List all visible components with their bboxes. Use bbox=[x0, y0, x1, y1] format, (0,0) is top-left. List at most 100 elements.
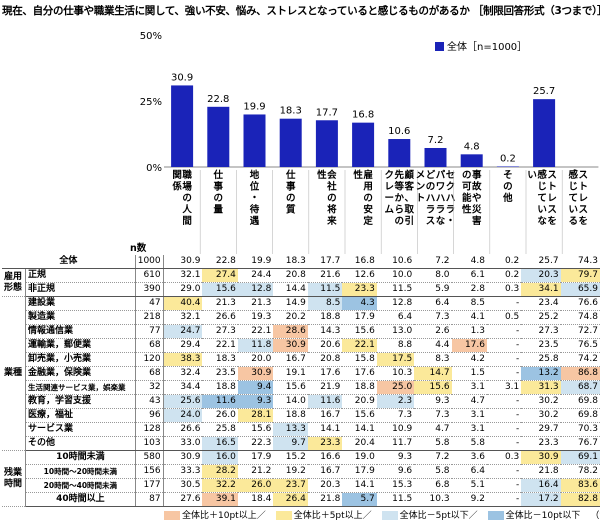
value-cell: 32.4 bbox=[163, 366, 203, 381]
legend-swatch bbox=[435, 42, 444, 51]
value-cell: 69.8 bbox=[560, 408, 600, 423]
category-label-char: セ bbox=[446, 170, 456, 181]
value-cell: 5.8 bbox=[414, 436, 452, 451]
value-cell: 20.3 bbox=[307, 478, 343, 493]
data-label: 17.7 bbox=[316, 107, 338, 118]
value-cell: 28.1 bbox=[237, 408, 274, 423]
value-cell: 3.6 bbox=[451, 450, 487, 465]
value-cell: 3.1 bbox=[451, 408, 487, 423]
bar bbox=[171, 85, 194, 167]
category-label-char: ど bbox=[426, 169, 436, 181]
category-label-char: メ bbox=[416, 170, 426, 181]
value-cell: 8.5 bbox=[307, 296, 343, 311]
value-cell: 11.8 bbox=[237, 338, 274, 353]
value-cell: 28.2 bbox=[202, 464, 238, 479]
table-row: 20時間～40時間未満 177 30.5 32.2 26.0 23.7 20.3 14.1 15… bbox=[2, 478, 600, 493]
value-cell: 18.8 bbox=[273, 408, 308, 423]
value-cell: 20.8 bbox=[307, 352, 343, 367]
category-label-char: い bbox=[537, 205, 547, 216]
value-cell: 19.9 bbox=[237, 255, 274, 269]
category-label-char: の bbox=[327, 193, 337, 204]
value-cell: 76.5 bbox=[560, 338, 600, 353]
value-cell: - bbox=[487, 408, 522, 423]
value-cell: 10.3 bbox=[414, 492, 452, 507]
value-cell: - bbox=[487, 436, 522, 451]
row-label: 建設業 bbox=[25, 296, 136, 311]
category-label-char: ス bbox=[579, 170, 589, 181]
value-cell: 32.1 bbox=[163, 310, 203, 325]
value-cell: 33.3 bbox=[163, 464, 203, 479]
value-cell: 34.4 bbox=[163, 380, 203, 395]
category-label-char: 性 bbox=[353, 169, 363, 181]
value-cell: 78.2 bbox=[560, 464, 600, 479]
value-cell: 86.8 bbox=[560, 366, 600, 381]
category-label-char: 用 bbox=[362, 182, 373, 193]
category-label-char: ム bbox=[385, 205, 395, 216]
value-cell: 25.8 bbox=[202, 422, 238, 437]
value-cell: 2.6 bbox=[414, 324, 452, 339]
category-label-char: か bbox=[395, 193, 405, 204]
category-label-char: 地 bbox=[250, 169, 260, 181]
category-label-char: ト bbox=[579, 182, 589, 193]
row-label: 全体 bbox=[2, 255, 136, 269]
value-cell: 1.5 bbox=[451, 366, 487, 381]
bar bbox=[279, 118, 302, 167]
value-cell: 32.2 bbox=[202, 478, 238, 493]
category-label-char: 他 bbox=[502, 192, 513, 204]
data-label: 7.2 bbox=[428, 135, 444, 146]
data-label: 16.8 bbox=[352, 110, 374, 121]
category-label-char: の bbox=[214, 193, 224, 204]
value-cell: 13.3 bbox=[273, 422, 308, 437]
category-label-char: 会 bbox=[327, 169, 337, 181]
value-cell: - bbox=[487, 366, 522, 381]
data-label: 0.2 bbox=[500, 153, 516, 164]
value-cell: 17.9 bbox=[237, 450, 274, 465]
value-cell: 30.9 bbox=[163, 255, 203, 269]
value-cell: 17.9 bbox=[342, 464, 377, 479]
value-cell: 22.1 bbox=[342, 338, 377, 353]
category-label-char: ハ bbox=[426, 193, 436, 204]
category-label-char: 事 bbox=[472, 169, 482, 181]
category-label-char: 安 bbox=[363, 204, 373, 216]
crosstab-table: 全体 1000 30.9 22.8 19.9 18.3 17.7 16.8 10.6 7.2 4.8… bbox=[2, 255, 600, 507]
row-label: 運輸業，郵便業 bbox=[25, 338, 136, 353]
value-cell: 9.3 bbox=[376, 450, 415, 465]
value-cell: 15.6 bbox=[273, 380, 308, 395]
n-count: 47 bbox=[135, 296, 164, 311]
n-count: 128 bbox=[135, 422, 164, 437]
value-cell: 14.7 bbox=[414, 366, 452, 381]
value-cell: 7.2 bbox=[414, 255, 452, 269]
category-label-char: 仕 bbox=[213, 169, 224, 181]
table-row: 情報通信業 77 24.7 27.3 22.1 28.6 14.3 15.6 13.0 2.6 1.… bbox=[2, 324, 600, 339]
category-label-char: ワ bbox=[436, 182, 446, 193]
category-label-char: 故 bbox=[472, 181, 482, 193]
legend-lo10: 全体比－10pt以下 bbox=[487, 508, 580, 521]
category-label-char: 社 bbox=[326, 181, 337, 193]
value-cell: 8.3 bbox=[414, 352, 452, 367]
n-count: 103 bbox=[135, 436, 164, 451]
category-label-char: い bbox=[569, 205, 579, 216]
category-label-char: 来 bbox=[326, 215, 337, 227]
value-cell: 33.0 bbox=[163, 436, 203, 451]
value-cell: 27.3 bbox=[202, 324, 238, 339]
value-cell: 39.1 bbox=[202, 492, 238, 507]
category-label-char: ス bbox=[579, 205, 589, 216]
bar bbox=[243, 114, 266, 167]
value-cell: 0.3 bbox=[487, 282, 522, 297]
value-cell: 27.4 bbox=[202, 268, 238, 283]
legend-lo5: 全体比－5pt以下／ bbox=[381, 508, 478, 521]
value-cell: 17.6 bbox=[451, 338, 487, 353]
value-cell: 30.9 bbox=[237, 366, 274, 381]
table-row: 運輸業，郵便業 68 29.4 22.1 11.8 30.9 20.6 22.1 8.8 4.4 1… bbox=[2, 338, 600, 353]
value-cell: 5.8 bbox=[451, 436, 487, 451]
value-cell: 6.4 bbox=[451, 464, 487, 479]
category-label-char: 感 bbox=[569, 169, 579, 181]
value-cell: 23.5 bbox=[202, 366, 238, 381]
value-cell: 16.7 bbox=[307, 464, 343, 479]
value-cell: 9.6 bbox=[376, 464, 415, 479]
value-cell: 27.6 bbox=[163, 492, 203, 507]
table-row: 非正規 390 29.0 15.6 12.8 14.4 11.5 23.3 11.5 5.9 2.8… bbox=[2, 282, 600, 297]
value-cell: 19.3 bbox=[237, 310, 274, 325]
value-cell: 13.2 bbox=[521, 366, 561, 381]
category-label-char: の bbox=[395, 216, 405, 227]
